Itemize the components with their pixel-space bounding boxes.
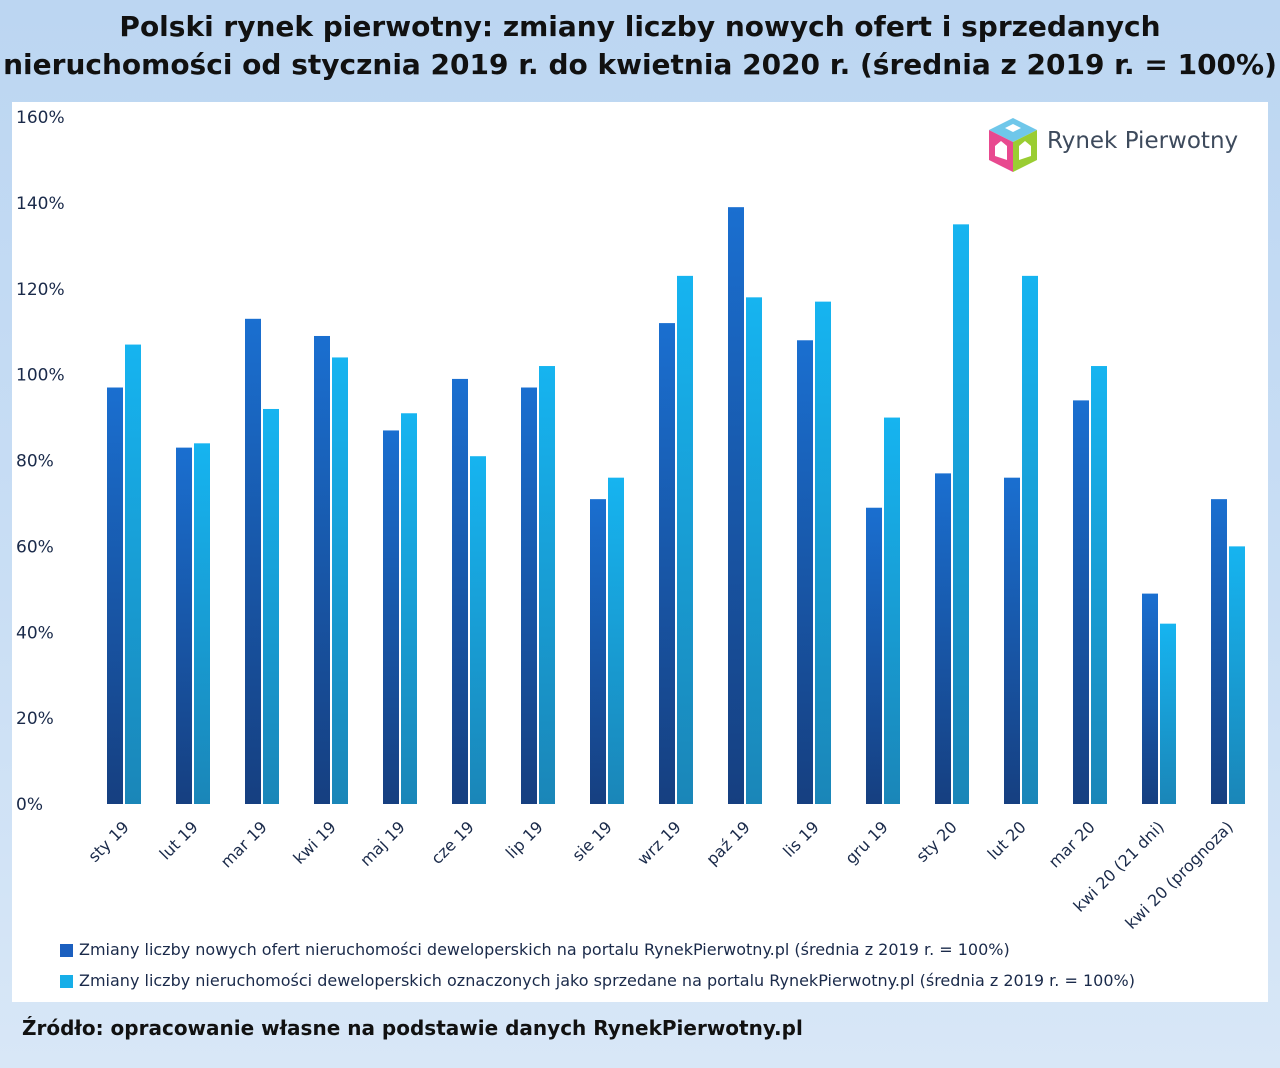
bar-series-1: [383, 430, 399, 804]
legend-label-series-1: Zmiany liczby nowych ofert nieruchomości…: [79, 940, 1010, 959]
bar-series-2: [125, 344, 141, 804]
logo-text: Rynek Pierwotny: [1047, 128, 1239, 154]
source-note: Źródło: opracowanie własne na podstawie …: [22, 1016, 803, 1040]
legend-label-series-2: Zmiany liczby nieruchomości deweloperski…: [79, 971, 1135, 990]
chart-panel: 0% 20% 40% 60% 80% 100% 120% 140% 160% sty 19 lut…: [12, 102, 1268, 1002]
x-tick-label: wrz 19: [634, 817, 685, 868]
x-tick-label: lut 20: [984, 817, 1030, 863]
legend-item-series-2: Zmiany liczby nieruchomości deweloperski…: [60, 971, 1135, 993]
x-tick-label: gru 19: [841, 817, 891, 867]
bar-series-1: [659, 323, 675, 804]
bar-chart: 0% 20% 40% 60% 80% 100% 120% 140% 160% sty 19 lut…: [16, 108, 1245, 933]
x-tick-label: lip 19: [502, 817, 547, 862]
bar-series-1: [1142, 593, 1158, 804]
bars: [107, 207, 1245, 804]
bar-series-2: [677, 275, 693, 804]
bar-series-2: [746, 297, 762, 804]
x-tick-label: sty 20: [912, 817, 960, 865]
chart-title: Polski rynek pierwotny: zmiany liczby no…: [0, 8, 1280, 84]
bar-series-2: [470, 456, 486, 804]
x-tick-label: sty 19: [84, 817, 132, 865]
y-tick-label: 140%: [16, 194, 65, 214]
bar-series-1: [314, 335, 330, 804]
bar-series-2: [884, 417, 900, 804]
legend-swatch-series-2: [60, 975, 73, 988]
bar-series-1: [245, 318, 261, 804]
bar-series-1: [176, 447, 192, 804]
x-tick-label: paź 19: [702, 817, 753, 868]
bar-series-2: [1160, 623, 1176, 804]
bar-series-1: [866, 507, 882, 804]
y-axis: 0% 20% 40% 60% 80% 100% 120% 140% 160%: [16, 108, 65, 815]
chart-title-line-2: nieruchomości od stycznia 2019 r. do kwi…: [3, 48, 1277, 81]
legend-item-series-1: Zmiany liczby nowych ofert nieruchomości…: [60, 940, 1010, 962]
bar-series-2: [263, 408, 279, 804]
bar-series-2: [194, 443, 210, 804]
y-tick-label: 20%: [16, 709, 54, 729]
bar-series-1: [1211, 499, 1227, 804]
bar-series-1: [728, 207, 744, 804]
bar-series-1: [935, 473, 951, 804]
bar-series-2: [539, 366, 555, 804]
x-tick-label: kwi 19: [289, 817, 339, 867]
house-cube-icon: [989, 118, 1037, 172]
x-axis: sty 19 lut 19 mar 19 kwi 19 maj 19 cze 19 lip …: [84, 817, 1236, 932]
bar-series-2: [332, 357, 348, 804]
bar-series-2: [1091, 366, 1107, 804]
x-tick-label: sie 19: [568, 817, 615, 864]
y-tick-label: 100%: [16, 366, 65, 386]
chart-title-line-1: Polski rynek pierwotny: zmiany liczby no…: [119, 10, 1161, 43]
y-tick-label: 60%: [16, 537, 54, 557]
bar-series-1: [452, 378, 468, 804]
bar-series-1: [1004, 477, 1020, 804]
y-tick-label: 0%: [16, 795, 43, 815]
bar-series-2: [953, 224, 969, 804]
bar-series-2: [1022, 275, 1038, 804]
bar-series-2: [1229, 546, 1245, 804]
x-tick-label: mar 20: [1045, 817, 1099, 871]
x-tick-label: lut 19: [156, 817, 202, 863]
x-tick-label: maj 19: [356, 817, 409, 870]
bar-series-1: [1073, 400, 1089, 804]
bar-series-1: [590, 499, 606, 804]
y-tick-label: 120%: [16, 280, 65, 300]
legend-swatch-series-1: [60, 944, 73, 957]
x-tick-label: cze 19: [427, 817, 478, 868]
bar-series-1: [521, 387, 537, 804]
x-tick-label: lis 19: [779, 817, 823, 861]
logo: Rynek Pierwotny: [987, 116, 1247, 176]
bar-series-1: [797, 340, 813, 804]
y-tick-label: 40%: [16, 623, 54, 643]
y-tick-label: 160%: [16, 108, 65, 128]
bar-series-1: [107, 387, 123, 804]
y-tick-label: 80%: [16, 452, 54, 472]
bar-series-2: [401, 413, 417, 804]
x-tick-label: mar 19: [217, 817, 271, 871]
bar-series-2: [608, 477, 624, 804]
bar-series-2: [815, 301, 831, 804]
